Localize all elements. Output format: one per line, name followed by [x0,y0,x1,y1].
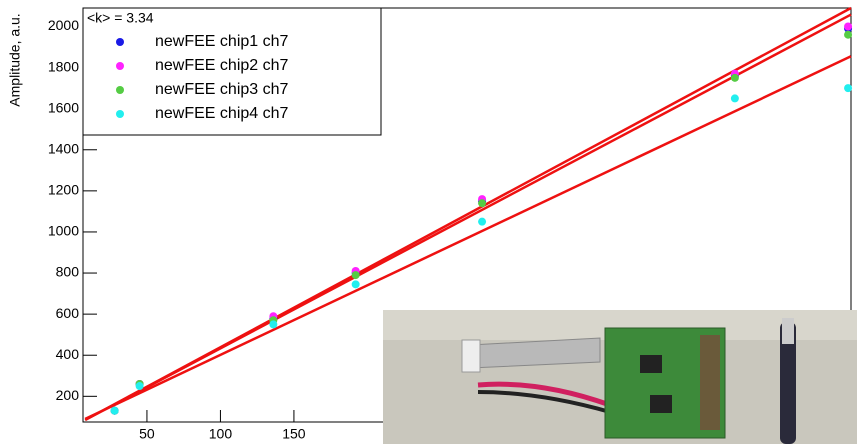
x-tick-label: 50 [139,426,155,442]
y-tick-label: 1800 [48,58,79,74]
legend-marker [116,38,124,46]
pen-clip [782,318,794,344]
data-point [731,74,739,82]
data-point [844,84,852,92]
y-tick-label: 2000 [48,17,79,33]
data-point [352,280,360,288]
legend-marker [116,62,124,70]
data-point [136,382,144,390]
y-tick-label: 1400 [48,140,79,156]
legend-marker [116,110,124,118]
chip [650,395,672,413]
data-point [844,22,852,30]
legend-marker [116,86,124,94]
y-axis-label: Amplitude, a.u. [7,13,23,106]
connector [462,340,480,372]
y-tick-label: 1000 [48,223,79,239]
y-tick-label: 800 [56,264,80,280]
chart: Amplitude, a.u. 200 400 600 800 1000 1200 1400… [0,0,857,444]
x-tick-label: 150 [282,426,306,442]
y-tick-label: 600 [56,305,80,321]
photo [383,310,857,444]
data-point [478,218,486,226]
y-tick-label: 1200 [48,182,79,198]
data-point [844,31,852,39]
y-tick-label: 400 [56,346,80,362]
legend-label: newFEE chip4 ch7 [155,105,289,122]
data-point [731,94,739,102]
legend-title: <k> = 3.34 [87,10,154,26]
y-tick-label: 200 [56,387,80,403]
pcb-connector [700,335,720,430]
legend-label: newFEE chip1 ch7 [155,33,289,50]
data-point [478,199,486,207]
y-tick-label: 1600 [48,99,79,115]
legend-label: newFEE chip2 ch7 [155,57,289,74]
chip [640,355,662,373]
data-point [352,271,360,279]
x-tick-label: 100 [209,426,233,442]
legend-label: newFEE chip3 ch7 [155,81,289,98]
data-point [111,407,119,415]
data-point [269,320,277,328]
